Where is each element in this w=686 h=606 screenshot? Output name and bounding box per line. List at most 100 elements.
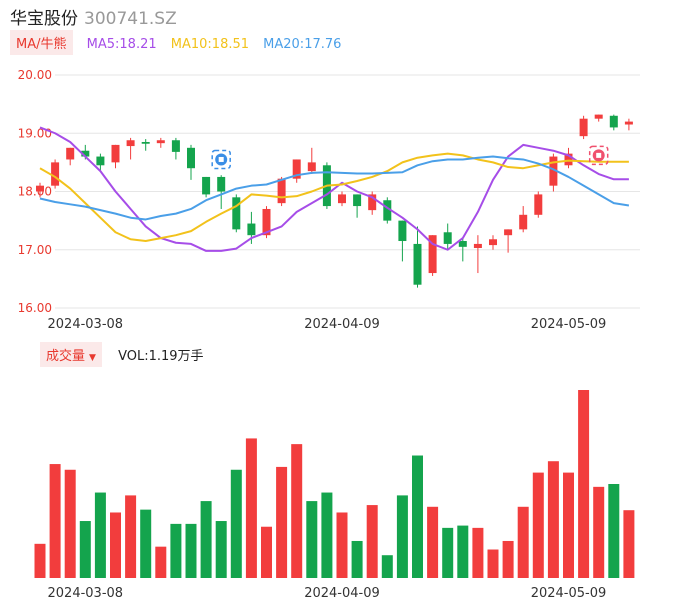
candle-down — [96, 156, 105, 166]
volume-date-tick-label: 2024-05-09 — [531, 586, 607, 601]
volume-bar — [34, 543, 46, 578]
price-date-tick-label: 2024-05-09 — [531, 317, 607, 332]
volume-bar — [396, 495, 408, 578]
signal-markers — [211, 145, 609, 170]
bear-marker-icon-frame — [211, 149, 231, 170]
bull-marker-icon — [588, 145, 609, 166]
volume-bar — [321, 492, 333, 578]
volume-bar — [502, 540, 514, 578]
candle-up — [36, 185, 44, 192]
bear-marker-icon-glyph — [218, 156, 224, 162]
volume-bar — [64, 469, 76, 578]
volume-bar — [578, 390, 590, 578]
volume-bar — [608, 484, 620, 578]
volume-bar — [517, 506, 529, 578]
volume-date-tick-label: 2024-04-09 — [304, 586, 380, 601]
candle-up — [534, 194, 543, 215]
ma20-label: MA20:17.76 — [263, 37, 342, 52]
volume-bar — [351, 540, 363, 578]
stock-name: 华宝股份 — [10, 9, 78, 29]
volume-legend: 成交量 ▼ VOL:1.19万手 — [40, 342, 204, 367]
candle-down — [81, 150, 90, 157]
candles-layer — [36, 114, 633, 288]
candle-up — [594, 114, 603, 119]
volume-bar — [155, 546, 167, 578]
candle-down — [202, 176, 211, 195]
candle-up — [473, 243, 482, 249]
candle-down — [443, 232, 452, 244]
volume-bar — [94, 492, 106, 578]
candle-up — [66, 147, 75, 160]
volume-bar — [125, 495, 137, 578]
date-axis-labels: 2024-03-08 2024-03-08 2024-04-09 2024-04-09… — [48, 317, 607, 601]
volume-bar — [381, 555, 393, 578]
candle-down — [187, 147, 195, 169]
volume-bar — [245, 438, 257, 578]
candle-up — [428, 235, 437, 274]
candle-up — [519, 214, 528, 230]
price-tick-label: 16.00 — [18, 301, 52, 315]
candle-down — [171, 140, 180, 152]
volume-bar — [170, 523, 182, 578]
volume-bar — [442, 527, 454, 578]
volume-date-tick-label: 2024-03-08 — [48, 586, 124, 601]
price-tick-label: 20.00 — [18, 68, 52, 82]
candle-up — [564, 153, 573, 166]
bull-marker-icon-glyph — [596, 152, 602, 158]
volume-bar — [336, 512, 348, 578]
candle-down — [141, 141, 150, 144]
candle-down — [353, 194, 362, 207]
candle-up — [338, 194, 346, 204]
candle-up — [111, 144, 120, 163]
price-tick-label: 18.00 — [18, 185, 52, 199]
volume-bar — [593, 486, 605, 578]
volume-toggle-label: 成交量 — [46, 349, 86, 364]
candle-up — [489, 239, 497, 246]
candle-up — [579, 118, 588, 137]
volume-bar — [215, 521, 227, 578]
candle-down — [413, 243, 422, 285]
volume-bars-layer — [34, 390, 635, 578]
ma20-line — [39, 155, 630, 221]
volume-bar — [306, 501, 318, 578]
volume-bar — [563, 472, 574, 578]
candle-up — [126, 140, 135, 147]
volume-bar — [427, 506, 439, 578]
volume-bar — [276, 466, 288, 578]
candle-down — [398, 220, 407, 242]
volume-bar — [49, 464, 61, 578]
volume-indicator-dropdown[interactable]: 成交量 ▼ — [40, 342, 102, 367]
volume-bar — [487, 549, 499, 578]
volume-bar — [472, 527, 484, 578]
ma5-label: MA5:18.21 — [86, 37, 157, 52]
candle-up — [156, 140, 165, 144]
volume-bar — [230, 469, 242, 578]
price-date-tick-label: 2024-04-09 — [304, 317, 380, 332]
volume-bar — [200, 501, 212, 578]
volume-bar — [291, 444, 303, 578]
price-axis-labels: 20.00 19.00 18.00 17.00 16.00 — [18, 68, 52, 315]
candle-down — [217, 176, 226, 192]
price-grid — [55, 74, 640, 309]
bull-marker-icon-frame — [588, 145, 609, 166]
ma-toggle-button[interactable]: MA/牛熊 — [10, 30, 73, 55]
volume-bar — [366, 505, 378, 578]
candle-down — [247, 223, 256, 236]
volume-bar — [79, 521, 91, 578]
volume-bar — [140, 509, 152, 578]
ma10-label: MA10:18.51 — [170, 37, 250, 52]
candle-up — [51, 162, 60, 186]
candle-up — [262, 208, 271, 236]
volume-bar — [412, 455, 423, 578]
candle-down — [458, 241, 467, 247]
candle-up — [277, 178, 286, 204]
candle-up — [292, 159, 301, 179]
price-tick-label: 17.00 — [18, 243, 52, 257]
candle-up — [368, 194, 377, 211]
volume-bar — [457, 525, 469, 578]
volume-bar — [532, 472, 544, 578]
ma-legend: MA/牛熊 MA5:18.21 MA10:18.51 MA20:17.76 — [10, 30, 341, 55]
candle-down — [609, 115, 618, 128]
volume-bar — [185, 523, 197, 578]
